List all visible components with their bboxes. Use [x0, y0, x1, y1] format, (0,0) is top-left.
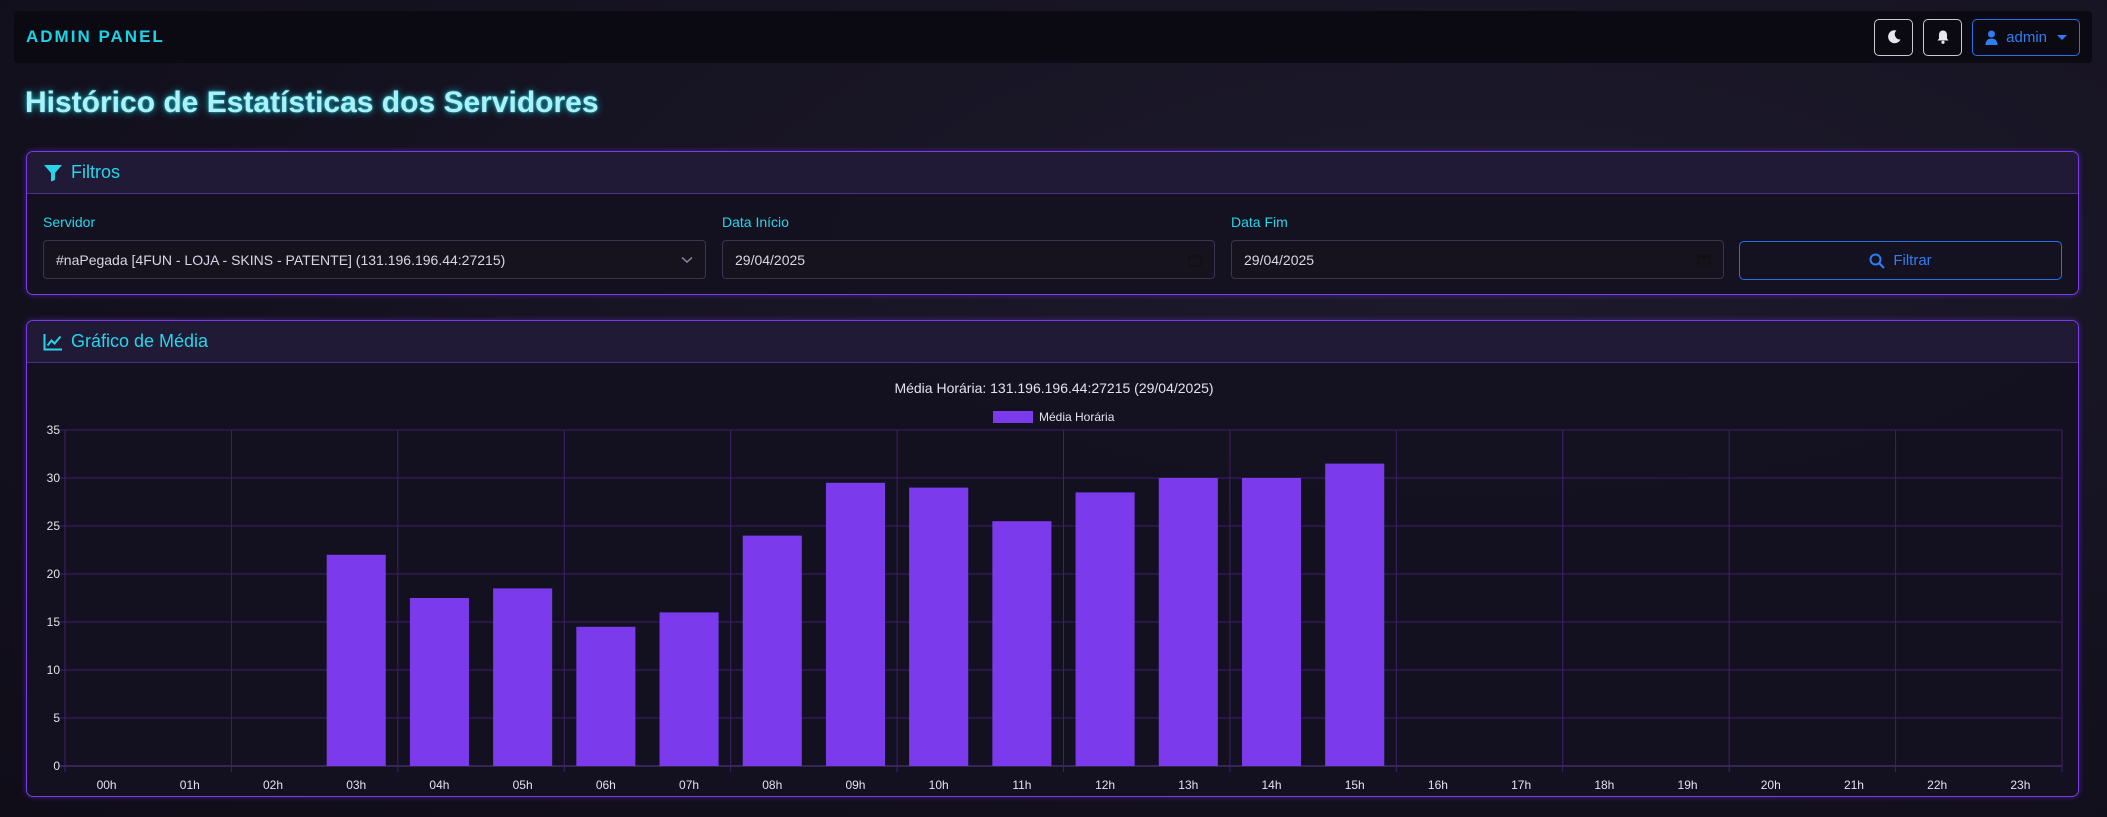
- filter-submit-label: Filtrar: [1893, 252, 1932, 269]
- x-tick-label: 17h: [1511, 778, 1531, 792]
- x-tick-label: 10h: [929, 778, 949, 792]
- server-select[interactable]: #naPegada [4FUN - LOJA - SKINS - PATENTE…: [43, 240, 706, 279]
- user-menu-label: admin: [2006, 28, 2047, 46]
- chart-grid: [59, 429, 2063, 772]
- y-tick-label: 0: [53, 759, 60, 773]
- bar-11h[interactable]: [992, 521, 1052, 766]
- line-chart-icon: [43, 333, 62, 350]
- chart-card-header: Gráfico de Média: [27, 321, 2078, 363]
- x-tick-label: 03h: [346, 778, 366, 792]
- x-tick-label: 20h: [1761, 778, 1781, 792]
- x-tick-label: 13h: [1178, 778, 1198, 792]
- server-select-value: #naPegada [4FUN - LOJA - SKINS - PATENTE…: [56, 251, 506, 268]
- chart-card-title: Gráfico de Média: [71, 331, 209, 351]
- filters-card: Filtros Servidor #naPegada [4FUN - LOJA …: [26, 151, 2079, 295]
- x-tick-label: 04h: [429, 778, 449, 792]
- end-date-value: 29/04/2025: [1244, 251, 1315, 268]
- bar-08h[interactable]: [742, 535, 802, 766]
- x-tick-label: 21h: [1844, 778, 1864, 792]
- x-tick-label: 02h: [263, 778, 283, 792]
- bar-06h[interactable]: [576, 626, 636, 766]
- moon-icon: [1887, 30, 1901, 44]
- navbar-actions: admin: [1874, 18, 2080, 56]
- x-tick-label: 14h: [1262, 778, 1282, 792]
- bar-12h[interactable]: [1075, 492, 1135, 766]
- user-icon: [1985, 30, 1998, 45]
- chart-title: Média Horária: 131.196.196.44:27215 (29/…: [894, 380, 1213, 396]
- legend-label: Média Horária: [1039, 410, 1115, 424]
- x-axis: 00h 01h 02h 03h 04h 05h 06h 07h 08h 09h 10h 11h 12h 1…: [97, 778, 2031, 792]
- end-date-field-group: Data Fim 29/04/2025: [1231, 214, 1724, 279]
- calendar-icon[interactable]: [1697, 253, 1711, 267]
- filters-form: Servidor #naPegada [4FUN - LOJA - SKINS …: [27, 194, 2078, 294]
- bar-04h[interactable]: [409, 598, 469, 766]
- start-date-label: Data Início: [722, 214, 789, 230]
- brand-logo[interactable]: ADMIN PANEL: [26, 27, 165, 46]
- chart-bars: [326, 463, 1385, 766]
- x-tick-label: 06h: [596, 778, 616, 792]
- bar-13h[interactable]: [1158, 478, 1218, 766]
- x-tick-label: 23h: [2010, 778, 2030, 792]
- bar-09h[interactable]: [825, 482, 886, 766]
- user-menu-button[interactable]: admin: [1972, 18, 2080, 56]
- x-tick-label: 16h: [1428, 778, 1448, 792]
- x-tick-label: 11h: [1012, 778, 1031, 792]
- server-field-group: Servidor #naPegada [4FUN - LOJA - SKINS …: [43, 214, 706, 279]
- x-tick-label: 15h: [1345, 778, 1365, 792]
- server-label: Servidor: [43, 214, 96, 230]
- chart-card: Gráfico de Média Média Horária: 131.196.…: [26, 320, 2079, 797]
- x-tick-label: 05h: [513, 778, 533, 792]
- page-title: Histórico de Estatísticas dos Servidores: [25, 86, 599, 119]
- bar-15h[interactable]: [1325, 463, 1385, 766]
- bar-14h[interactable]: [1241, 478, 1302, 766]
- theme-toggle-button[interactable]: [1874, 18, 1914, 56]
- start-date-field-group: Data Início 29/04/2025: [722, 214, 1215, 279]
- x-tick-label: 01h: [180, 778, 200, 792]
- x-tick-label: 22h: [1927, 778, 1947, 792]
- x-tick-label: 09h: [845, 778, 865, 792]
- x-tick-label: 12h: [1095, 778, 1115, 792]
- y-tick-label: 25: [47, 519, 61, 533]
- y-tick-label: 30: [47, 471, 61, 485]
- start-date-input[interactable]: 29/04/2025: [722, 240, 1215, 279]
- caret-down-icon: [2057, 34, 2067, 40]
- y-axis: 0 5 10 15 20 25 30 35: [47, 423, 61, 773]
- bar-10h[interactable]: [909, 487, 969, 766]
- bar-05h[interactable]: [493, 588, 553, 766]
- y-tick-label: 10: [47, 663, 61, 677]
- x-tick-label: 18h: [1594, 778, 1614, 792]
- legend-swatch: [993, 411, 1033, 423]
- chevron-down-icon: [681, 256, 693, 263]
- search-icon: [1869, 253, 1886, 269]
- chart-legend[interactable]: Média Horária: [993, 410, 1115, 424]
- y-tick-label: 5: [53, 711, 60, 725]
- bar-03h[interactable]: [326, 554, 386, 766]
- notifications-button[interactable]: [1923, 18, 1963, 56]
- y-tick-label: 35: [47, 423, 61, 437]
- filters-card-header: Filtros: [27, 152, 2078, 194]
- x-tick-label: 07h: [679, 778, 699, 792]
- bell-icon: [1937, 30, 1949, 44]
- filter-submit-button[interactable]: Filtrar: [1739, 241, 2062, 280]
- x-tick-label: 00h: [97, 778, 117, 792]
- start-date-value: 29/04/2025: [735, 251, 806, 268]
- calendar-icon[interactable]: [1188, 253, 1202, 267]
- y-tick-label: 20: [47, 567, 61, 581]
- bar-07h[interactable]: [659, 612, 719, 766]
- y-tick-label: 15: [47, 615, 61, 629]
- filter-icon: [44, 164, 62, 181]
- end-date-label: Data Fim: [1231, 214, 1288, 230]
- x-tick-label: 08h: [762, 778, 782, 792]
- chart-area: Média Horária: 131.196.196.44:27215 (29/…: [27, 363, 2078, 796]
- x-tick-label: 19h: [1678, 778, 1698, 792]
- end-date-input[interactable]: 29/04/2025: [1231, 240, 1724, 279]
- filters-card-title: Filtros: [71, 162, 120, 182]
- navbar: ADMIN PANEL admin: [14, 11, 2092, 63]
- bar-chart: Média Horária: 131.196.196.44:27215 (29/…: [47, 380, 2063, 792]
